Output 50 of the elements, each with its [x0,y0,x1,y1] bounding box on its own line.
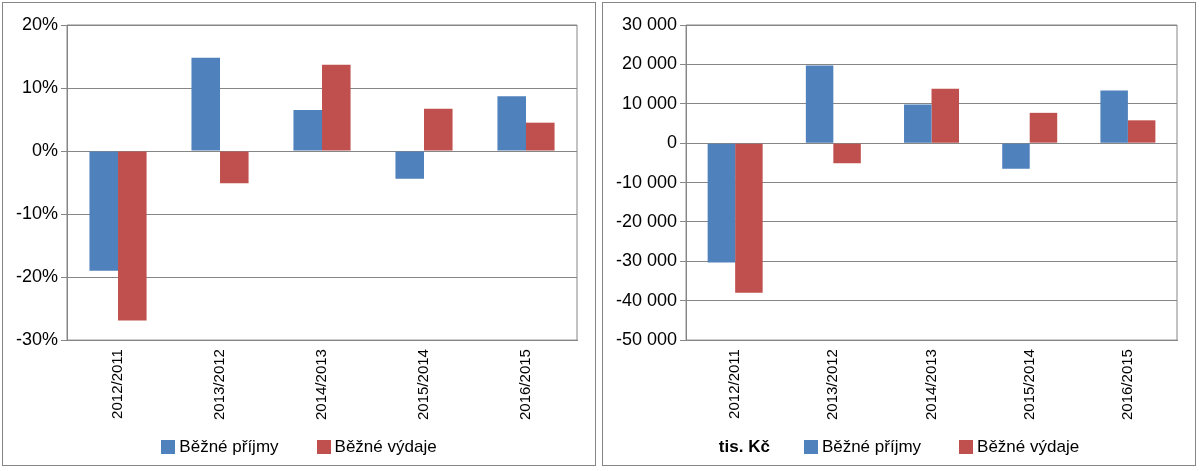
x-tick-label: 2016/2015 [516,349,534,420]
bar [526,122,555,151]
legend-label: Běžné příjmy [179,437,279,457]
bar [220,151,249,184]
bar [89,151,119,271]
bar [931,88,960,143]
legend-label: Běžné výdaje [334,437,437,457]
y-tick-label: 20 000 [621,53,678,74]
y-tick-label: -30 000 [615,250,678,271]
bar [707,143,736,263]
bar [293,110,323,151]
y-tick-label: -50 000 [615,329,678,350]
x-tick-label: 2013/2012 [210,349,228,420]
x-tick-label: 2016/2015 [1118,349,1136,420]
legend-label: Běžné příjmy [821,437,922,457]
bar [395,151,425,179]
bar [833,143,861,164]
y-tick-label: -20 000 [615,210,678,231]
x-tick-label: 2014/2013 [921,349,939,420]
y-tick-label: -10% [15,203,59,224]
y-tick-label: 0% [32,140,59,161]
y-tick-label: -20% [15,266,59,287]
x-tick-label: 2012/2011 [725,349,743,419]
legend-label: Běžné výdaje [977,437,1080,457]
y-tick-label: 10% [21,76,59,97]
y-tick-label: 30 000 [621,13,678,34]
y-tick-label: 20% [21,13,59,34]
x-tick-label: 2013/2012 [823,349,841,420]
bar [191,57,221,151]
y-tick-label: -30% [15,329,59,350]
bar [497,96,526,151]
bar [118,151,147,321]
bar [424,108,453,151]
y-tick-label: -40 000 [615,289,678,310]
x-tick-label: 2015/2014 [1019,349,1037,420]
bar [1127,120,1156,143]
bar [1002,143,1030,169]
y-tick-label: -10 000 [615,171,678,192]
x-tick-label: 2015/2014 [414,349,432,420]
y-tick-label: 0 [667,132,678,153]
bar [1029,112,1058,143]
bar [735,143,763,293]
y-tick-label: 10 000 [621,92,678,113]
bar [805,65,834,143]
x-tick-label: 2014/2013 [312,349,330,420]
bar [904,104,932,143]
x-tick-label: 2012/2011 [108,349,126,419]
bar [1100,90,1128,143]
text: tis. Kč [718,437,770,457]
bar [322,64,351,151]
